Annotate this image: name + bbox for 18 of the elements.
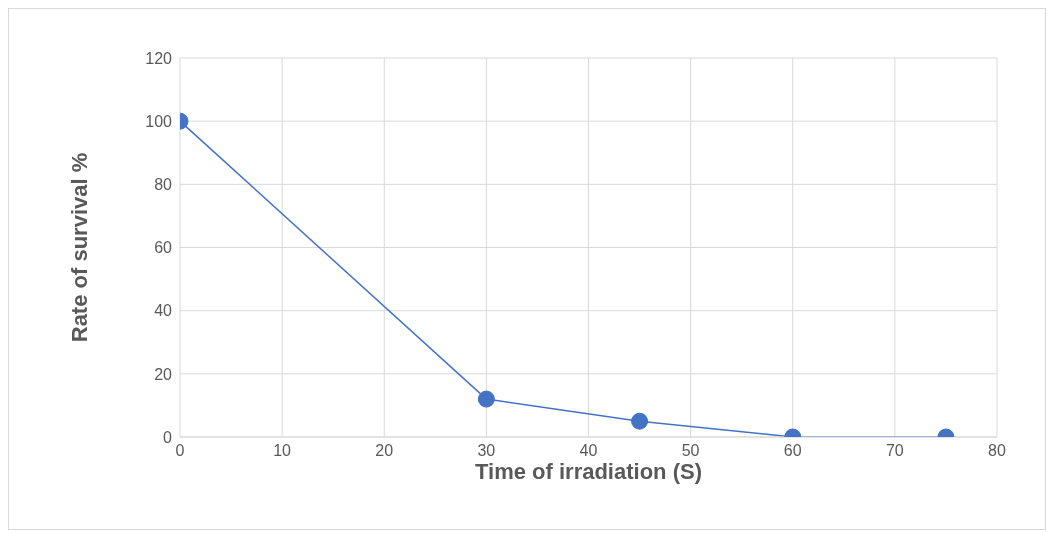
x-tick-label: 0 xyxy=(175,442,185,460)
x-tick-label: 70 xyxy=(885,442,904,460)
x-axis-title: Time of irradiation (S) xyxy=(475,459,702,484)
x-tick-label: 40 xyxy=(579,442,598,460)
x-tick-label: 20 xyxy=(375,442,394,460)
x-tick-label: 10 xyxy=(273,442,292,460)
x-tick-label: 60 xyxy=(783,442,802,460)
y-tick-label: 80 xyxy=(154,176,173,194)
y-tick-label: 0 xyxy=(163,428,173,446)
x-tick-label: 30 xyxy=(477,442,496,460)
y-tick-label: 20 xyxy=(154,365,173,383)
y-tick-label: 120 xyxy=(145,49,173,67)
x-tick-label: 50 xyxy=(681,442,700,460)
y-tick-label: 60 xyxy=(154,239,173,257)
x-tick-label: 80 xyxy=(988,442,1006,460)
y-tick-label: 40 xyxy=(154,302,173,320)
y-tick-label: 100 xyxy=(145,112,173,130)
y-axis-title: Rate of survival % xyxy=(66,152,92,343)
